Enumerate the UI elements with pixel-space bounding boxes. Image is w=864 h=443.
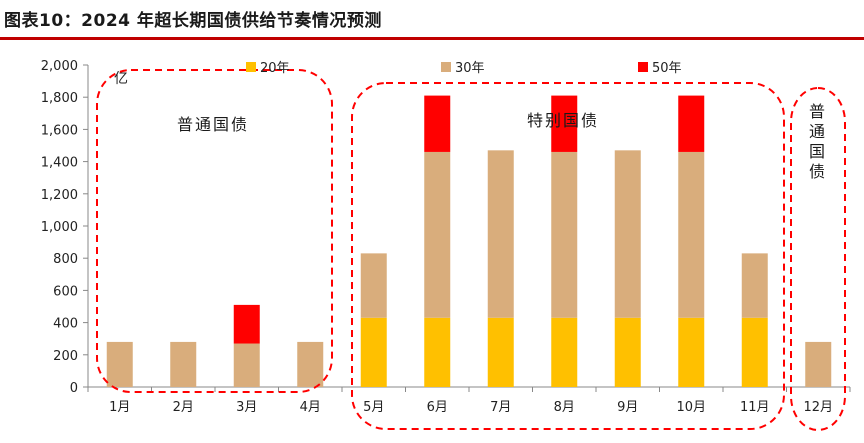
bar-segment: [551, 95, 578, 152]
bar-segment: [614, 317, 641, 387]
bar-segment: [424, 151, 451, 318]
group-outline: [351, 82, 785, 430]
bar-segment: [424, 95, 451, 152]
y-tick-label: 1,800: [41, 91, 78, 106]
group-outline: [790, 87, 846, 431]
axes: 0 200 400 600 800 1,000 1,200 1,400 1,600 1,800 2,…: [41, 59, 851, 415]
group-label: 特别国债: [527, 111, 599, 130]
y-tick-label: 1,400: [41, 156, 78, 171]
bar-segment: [678, 151, 705, 318]
legend-label: 50年: [652, 61, 682, 76]
bar-segment: [233, 304, 260, 344]
x-tick-label: 7月: [490, 400, 511, 415]
y-tick-label: 1,200: [41, 188, 78, 203]
x-tick-label: 4月: [300, 400, 321, 415]
unit-label: 亿: [114, 71, 128, 87]
legend-label: 20年: [260, 61, 290, 76]
y-tick-label: 600: [53, 284, 78, 299]
legend-label: 30年: [455, 61, 485, 76]
group-label: 普通国债: [177, 115, 249, 134]
y-tick-label: 1,000: [41, 220, 78, 235]
x-tick-label: 9月: [617, 400, 638, 415]
x-tick-label: 8月: [554, 400, 575, 415]
bar-segment: [424, 317, 451, 387]
bar-segment: [487, 317, 514, 387]
stacked-bar-chart: 0 200 400 600 800 1,000 1,200 1,400 1,600 1,800 2,…: [41, 59, 851, 431]
y-tick-label: 200: [53, 349, 78, 364]
page-title: 图表10：2024 年超长期国债供给节奏情况预测: [4, 11, 382, 31]
x-tick-label: 11月: [740, 400, 770, 415]
bar-segment: [170, 341, 197, 387]
y-tick-label: 400: [53, 317, 78, 332]
title-rule: [0, 37, 864, 40]
bar-segment: [233, 343, 260, 387]
bar-segment: [614, 150, 641, 318]
bar-segment: [678, 317, 705, 387]
x-tick-label: 10月: [676, 400, 706, 415]
x-tick-label: 5月: [363, 400, 384, 415]
bar-segment: [106, 341, 133, 387]
x-tick-label: 12月: [803, 400, 833, 415]
y-tick-label: 800: [53, 252, 78, 267]
bar-segment: [360, 317, 387, 387]
bar-segment: [805, 341, 832, 387]
group-outlines: 普通国债 特别国债 普通国债: [96, 69, 846, 431]
bar-segment: [741, 317, 768, 387]
bars: [106, 95, 832, 387]
bar-segment: [551, 317, 578, 387]
x-tick-label: 2月: [173, 400, 194, 415]
legend: 20年 30年 50年: [246, 61, 682, 76]
bar-segment: [741, 253, 768, 318]
bar-segment: [487, 150, 514, 318]
group-label: 普通国债: [809, 102, 827, 181]
bar-segment: [297, 341, 324, 387]
legend-swatch: [246, 62, 256, 72]
bar-segment: [360, 253, 387, 318]
bar-segment: [551, 151, 578, 318]
legend-swatch: [441, 62, 451, 72]
x-tick-label: 6月: [427, 400, 448, 415]
bar-segment: [678, 95, 705, 152]
y-tick-label: 0: [70, 381, 78, 396]
y-tick-label: 2,000: [41, 59, 78, 74]
legend-swatch: [638, 62, 648, 72]
y-tick-label: 1,600: [41, 123, 78, 138]
x-tick-label: 3月: [236, 400, 257, 415]
x-tick-label: 1月: [109, 400, 130, 415]
